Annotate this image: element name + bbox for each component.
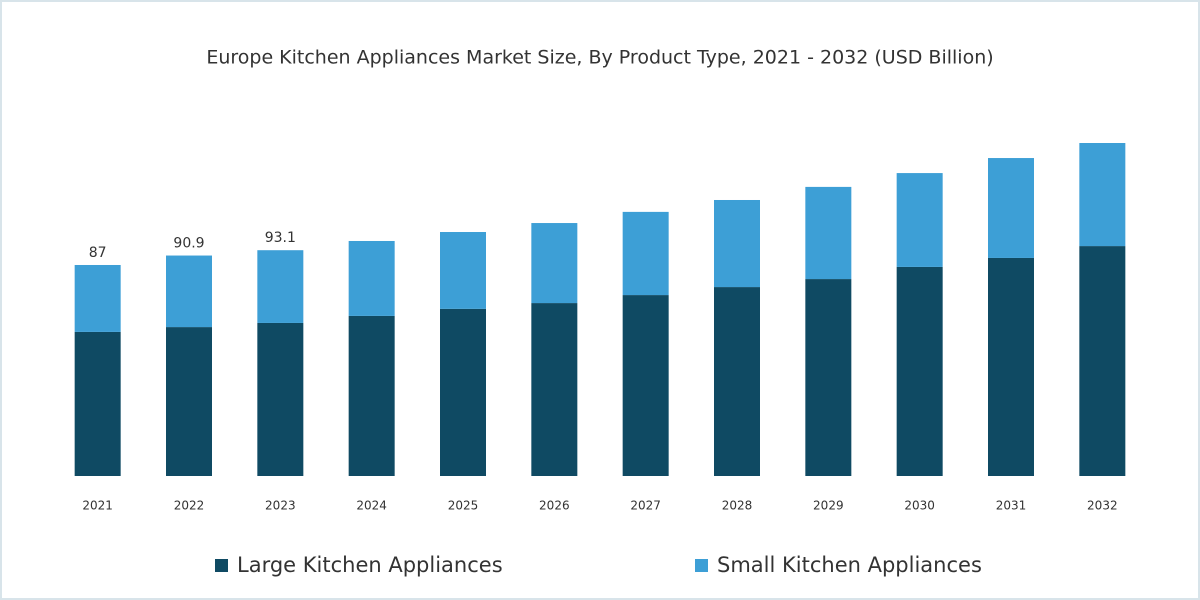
bar-segment [440, 232, 486, 309]
legend-swatch [695, 559, 708, 572]
legend-label: Large Kitchen Appliances [237, 553, 503, 577]
x-tick-label: 2024 [356, 499, 387, 513]
bar-segment [440, 308, 486, 476]
bar-segment [1079, 143, 1126, 247]
bar-segment [896, 266, 943, 476]
bar-segment [166, 327, 212, 476]
bar-segment [896, 173, 943, 267]
total-label: 90.9 [173, 236, 204, 252]
bar-segment [805, 186, 852, 280]
bar-segment [714, 287, 760, 476]
bar-segment [348, 315, 395, 476]
bar-segment [988, 257, 1034, 476]
bar-segment [74, 264, 121, 332]
bar-segment [348, 240, 395, 316]
bar-segment [714, 199, 760, 288]
x-tick-label: 2031 [996, 499, 1027, 513]
x-tick-label: 2028 [722, 499, 753, 513]
legend-label: Small Kitchen Appliances [717, 553, 982, 577]
bar-segment [74, 331, 121, 476]
total-label: 87 [89, 245, 107, 261]
bar-segment [622, 295, 669, 476]
bar-segment [166, 255, 212, 328]
bar-segment [622, 211, 669, 296]
bar-segment [257, 250, 304, 323]
x-tick-label: 2023 [265, 499, 296, 513]
x-tick-label: 2030 [904, 499, 935, 513]
x-tick-label: 2025 [448, 499, 479, 513]
legend-swatch [215, 559, 228, 572]
x-tick-label: 2027 [630, 499, 661, 513]
chart-title: Europe Kitchen Appliances Market Size, B… [206, 47, 993, 69]
bar-segment [988, 158, 1034, 258]
x-tick-label: 2032 [1087, 499, 1118, 513]
bar-segment [805, 279, 852, 476]
x-tick-label: 2029 [813, 499, 844, 513]
bar-segment [257, 322, 304, 476]
x-tick-label: 2022 [174, 499, 205, 513]
bar-segment [1079, 246, 1126, 476]
bar-segment [531, 303, 578, 476]
x-tick-label: 2021 [82, 499, 113, 513]
total-label: 93.1 [265, 230, 296, 246]
x-tick-label: 2026 [539, 499, 570, 513]
bar-segment [531, 223, 578, 304]
